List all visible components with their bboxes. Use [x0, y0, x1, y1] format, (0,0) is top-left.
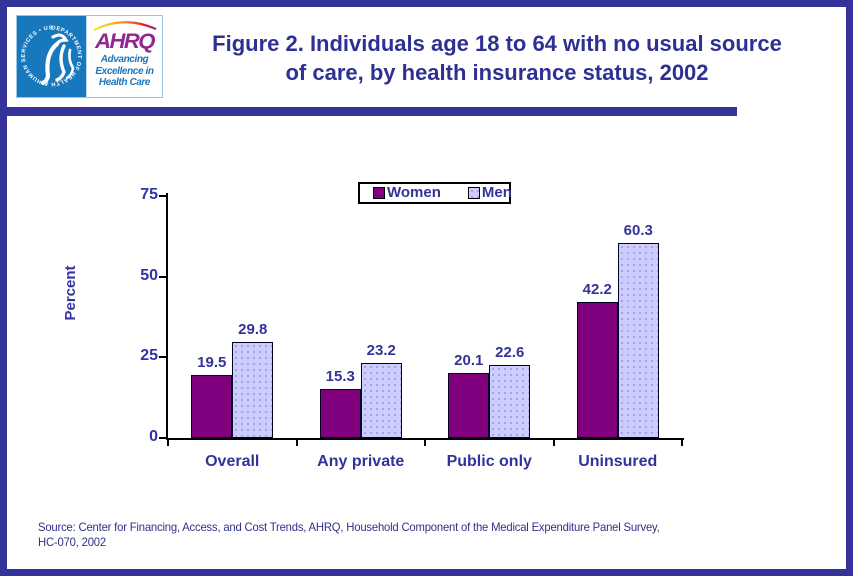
bar-women-0 — [191, 375, 233, 438]
category-label: Overall — [205, 453, 260, 470]
bar-value-label: 22.6 — [495, 344, 525, 362]
bar-value-label: 23.2 — [366, 342, 396, 360]
ahrq-tagline-line: Advancing — [100, 54, 149, 65]
legend-item-women: Women — [373, 184, 441, 201]
y-tick-label: 75 — [140, 186, 158, 203]
bar-value-label: 20.1 — [454, 352, 484, 370]
bar-value-label: 29.8 — [238, 320, 268, 338]
x-axis-tick — [295, 440, 298, 446]
bar-women-1 — [319, 388, 361, 438]
ahrq-tagline-line: Health Care — [98, 77, 151, 88]
ahrq-tagline-line: Excellence in — [95, 65, 154, 77]
category-label: Any private — [317, 453, 405, 470]
y-axis-tick — [159, 275, 166, 278]
bar-men-0 — [232, 341, 274, 438]
legend-label: Men — [481, 184, 512, 201]
figure-title: Figure 2. Individuals age 18 to 64 with … — [167, 29, 827, 87]
y-axis-tick — [159, 356, 166, 359]
ahrq-acronym: AHRQ — [95, 30, 155, 53]
figure-title-line-2: of care, by health insurance status, 200… — [285, 60, 709, 85]
bar-men-3 — [617, 243, 659, 438]
bar-women-2 — [448, 373, 490, 438]
x-axis-tick — [167, 440, 169, 446]
category-label: Public only — [446, 453, 532, 470]
bar-value-label: 15.3 — [325, 367, 355, 385]
x-axis-tick — [424, 440, 426, 446]
hhs-seal-panel: DEPARTMENT OF HEALTH & HUMAN SERVICES • … — [15, 12, 86, 97]
bar-women-3 — [576, 301, 618, 438]
figure-title-line-1: Figure 2. Individuals age 18 to 64 with … — [212, 31, 782, 56]
bar-men-2 — [489, 365, 531, 438]
ahrq-tagline: Advancing Excellence in Health Care — [87, 54, 162, 89]
source-note-line-2: HC-070, 2002 — [38, 535, 106, 549]
hhs-eagle-seal-icon: DEPARTMENT OF HEALTH & HUMAN SERVICES • … — [15, 12, 82, 87]
legend-swatch-women — [373, 187, 385, 199]
x-axis-line — [166, 438, 684, 440]
ahrq-logo-panel: AHRQ Advancing Excellence in Health Care — [86, 16, 162, 97]
x-axis-tick — [681, 440, 683, 446]
x-axis-tick — [552, 440, 555, 446]
y-tick-label: 0 — [149, 428, 158, 445]
header-divider-bar — [7, 107, 737, 116]
ahrq-hhs-logo: DEPARTMENT OF HEALTH & HUMAN SERVICES • … — [15, 12, 163, 98]
bar-value-label: 19.5 — [197, 354, 227, 372]
y-axis-tick — [159, 195, 166, 197]
rainbow-arc-icon — [93, 21, 156, 31]
legend-label: Women — [387, 184, 441, 201]
y-tick-label: 25 — [140, 347, 158, 365]
y-axis-tick — [159, 437, 166, 439]
y-axis-line — [166, 193, 168, 440]
bar-value-label: 60.3 — [623, 222, 653, 240]
legend-swatch-men — [467, 187, 480, 199]
bar-men-1 — [360, 363, 402, 438]
source-note-line-1: Source: Center for Financing, Access, an… — [38, 520, 660, 534]
chart-legend: Women Men — [358, 182, 512, 204]
bar-chart: Percent Women Men 0 25 50 75 19.5 29.8 Overall 1… — [7, 7, 846, 569]
legend-item-men: Men — [467, 184, 512, 201]
source-note: Source: Center for Financing, Access, an… — [38, 520, 790, 550]
y-axis-title: Percent — [62, 265, 79, 321]
y-tick-label: 50 — [140, 266, 158, 284]
bar-value-label: 42.2 — [582, 280, 612, 298]
category-label: Uninsured — [578, 453, 658, 470]
